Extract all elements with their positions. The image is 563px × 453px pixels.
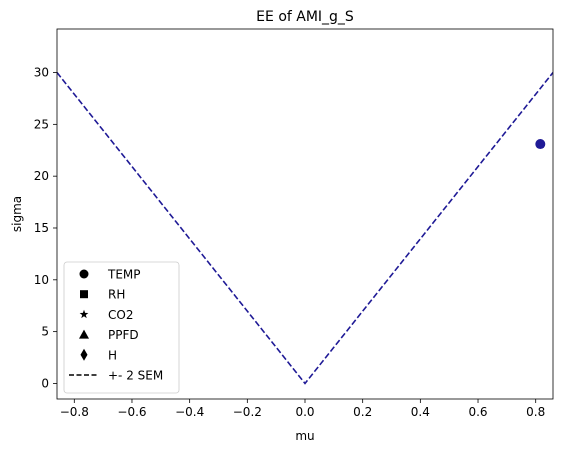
- x-tick-label: −0.4: [175, 405, 204, 419]
- legend-label: TEMP: [107, 268, 141, 282]
- legend-marker-circle: [79, 269, 89, 279]
- x-tick-label: 0.2: [353, 405, 372, 419]
- legend-marker-triangle: [79, 329, 89, 339]
- legend-item: TEMP: [79, 268, 141, 282]
- legend-label: PPFD: [108, 328, 139, 342]
- data-points: [535, 139, 546, 150]
- x-axis-label: mu: [295, 429, 314, 443]
- legend-marker-diamond: [80, 348, 88, 361]
- legend-marker-square: [80, 290, 88, 299]
- y-tick-label: 25: [34, 117, 49, 131]
- legend-box: [63, 261, 180, 394]
- x-tick-label: −0.6: [117, 405, 146, 419]
- y-axis-label: sigma: [10, 196, 24, 232]
- y-tick-label: 15: [34, 221, 49, 235]
- sem-line: [57, 72, 553, 385]
- y-tick-label: 30: [34, 66, 49, 80]
- legend-label: +- 2 SEM: [108, 369, 163, 383]
- x-tick-label: −0.8: [60, 405, 89, 419]
- legend-label: CO2: [108, 308, 133, 322]
- legend-item: H: [80, 348, 117, 362]
- chart-title: EE of AMI_g_S: [256, 9, 354, 25]
- x-tick-label: −0.2: [233, 405, 262, 419]
- x-axis: −0.8 −0.6 −0.4 −0.2 0.0 0.2 0.4 0.6 0.8: [60, 399, 545, 419]
- legend-item: CO2: [79, 308, 133, 322]
- legend-item: PPFD: [79, 328, 139, 342]
- y-tick-label: 5: [41, 325, 49, 339]
- sem-lines: [57, 72, 553, 385]
- legend: TEMP RH CO2 PPFD H +- 2 SEM: [63, 261, 180, 394]
- x-tick-label: 0.4: [411, 405, 430, 419]
- legend-label: RH: [108, 288, 125, 302]
- x-tick-label: 0.0: [295, 405, 314, 419]
- legend-item: RH: [80, 288, 125, 302]
- y-tick-label: 0: [41, 376, 49, 390]
- x-tick-label: 0.6: [468, 405, 487, 419]
- legend-label: H: [108, 348, 117, 362]
- y-tick-label: 20: [34, 169, 49, 183]
- legend-marker-star: [79, 309, 89, 319]
- x-tick-label: 0.8: [526, 405, 545, 419]
- legend-item: +- 2 SEM: [69, 369, 163, 383]
- y-tick-label: 10: [34, 273, 49, 287]
- data-point-temp: [535, 139, 546, 150]
- y-axis: 0 5 10 15 20 25 30: [34, 66, 57, 390]
